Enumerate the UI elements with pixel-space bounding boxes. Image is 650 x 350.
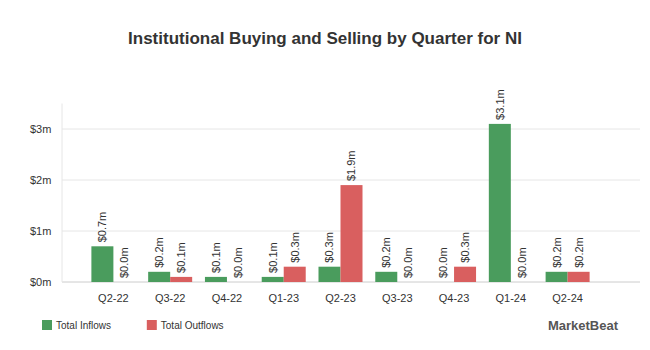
bar	[205, 277, 227, 282]
data-label: $0.0m	[118, 247, 130, 278]
bar	[375, 272, 397, 282]
x-tick-label: Q2-23	[325, 292, 356, 304]
data-label: $0.2m	[153, 237, 165, 268]
y-tick-label: $0m	[30, 276, 51, 288]
bar	[454, 267, 476, 282]
background	[0, 0, 650, 350]
bar	[284, 267, 306, 282]
bar	[262, 277, 284, 282]
bar	[568, 272, 590, 282]
data-label: $0.0m	[437, 247, 449, 278]
data-label: $0.2m	[573, 237, 585, 268]
data-label: $0.1m	[267, 242, 279, 273]
y-tick-label: $3m	[30, 123, 51, 135]
grid-line	[62, 129, 640, 130]
data-label: $0.1m	[175, 242, 187, 273]
data-label: $3.1m	[494, 89, 506, 120]
data-label: $0.2m	[551, 237, 563, 268]
bar	[91, 246, 113, 282]
bar	[432, 282, 454, 283]
chart: Institutional Buying and Selling by Quar…	[0, 0, 650, 350]
title: Institutional Buying and Selling by Quar…	[128, 29, 522, 48]
x-tick-label: Q1-24	[496, 292, 527, 304]
bar	[489, 124, 511, 282]
data-label: $0.7m	[96, 212, 108, 243]
data-label: $0.3m	[459, 232, 471, 263]
data-label: $0.0m	[516, 247, 528, 278]
x-tick-label: Q2-22	[98, 292, 129, 304]
bar	[319, 267, 341, 282]
x-tick-label: Q4-22	[212, 292, 243, 304]
legend-label: Total Outflows	[161, 320, 224, 331]
legend-swatch	[147, 320, 157, 330]
legend-label: Total Inflows	[56, 320, 111, 331]
data-label: $0.3m	[324, 232, 336, 263]
y-axis-line	[62, 104, 63, 283]
data-label: $0.2m	[380, 237, 392, 268]
data-label: $0.1m	[210, 242, 222, 273]
data-label: $0.0m	[232, 247, 244, 278]
y-tick-label: $2m	[30, 174, 51, 186]
y-tick-label: $1m	[30, 225, 51, 237]
x-tick-label: Q1-23	[268, 292, 299, 304]
bar	[148, 272, 170, 282]
bar	[227, 282, 249, 283]
bar	[511, 282, 533, 283]
x-tick-label: Q4-23	[439, 292, 470, 304]
data-label: $0.3m	[289, 232, 301, 263]
data-label: $1.9m	[346, 151, 358, 182]
bar	[341, 185, 363, 282]
watermark: MarketBeat	[548, 318, 619, 333]
x-tick-label: Q3-23	[382, 292, 413, 304]
x-tick-label: Q3-22	[155, 292, 186, 304]
bar	[113, 282, 135, 283]
bar	[546, 272, 568, 282]
bar	[170, 277, 192, 282]
legend-swatch	[42, 320, 52, 330]
bar	[397, 282, 419, 283]
x-tick-label: Q2-24	[552, 292, 583, 304]
data-label: $0.0m	[402, 247, 414, 278]
bars	[91, 124, 589, 282]
